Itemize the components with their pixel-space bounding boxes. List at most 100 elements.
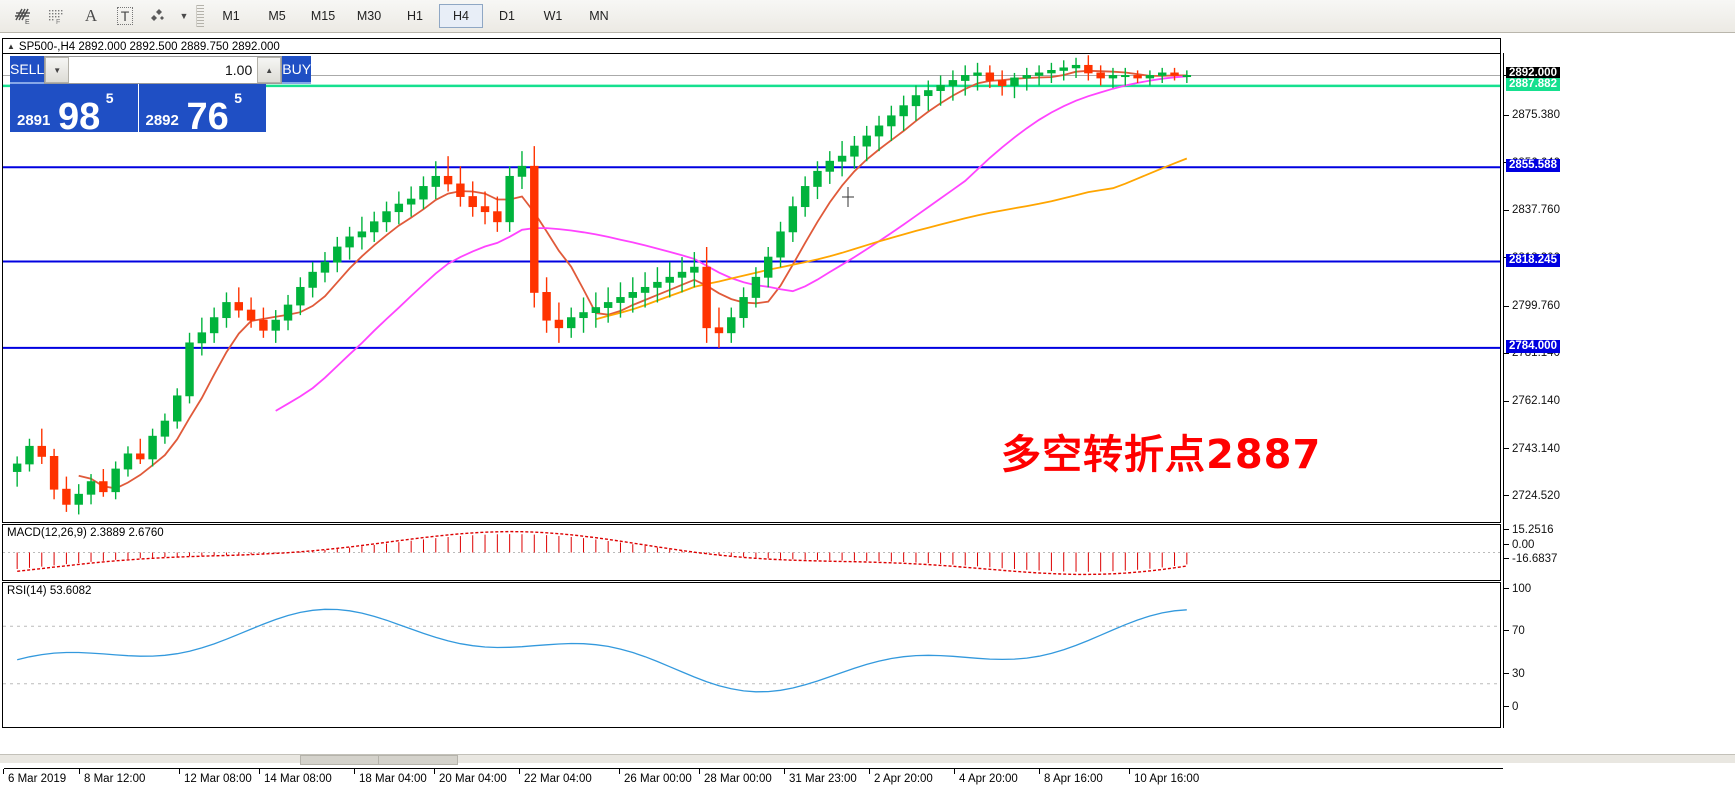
time-axis-text: 31 Mar 23:00 (789, 773, 857, 785)
taskbar-tab[interactable] (300, 755, 380, 765)
order-panel-quotes: 2891 98 5 2892 76 5 (10, 84, 266, 132)
time-axis-label: 6 Mar 2019 (3, 769, 67, 785)
volume-decrease-button[interactable]: ▼ (45, 57, 70, 83)
volume-input[interactable] (69, 57, 258, 83)
volume-increase-button[interactable]: ▲ (257, 57, 282, 83)
time-tick (79, 769, 80, 774)
tick-dash (1504, 673, 1509, 675)
time-axis-text: 20 Mar 04:00 (439, 773, 507, 785)
time-axis-label: 14 Mar 08:00 (259, 769, 332, 785)
time-tick (354, 769, 355, 774)
time-axis-text: 8 Mar 12:00 (84, 773, 146, 785)
indicators-grid-glyph: F (49, 10, 63, 25)
bid-price-prefix: 2891 (17, 112, 51, 129)
sell-button[interactable]: SELL (10, 56, 45, 84)
time-axis-text: 12 Mar 08:00 (184, 773, 252, 785)
time-tick (954, 769, 955, 774)
volume-field[interactable]: ▼ ▲ (44, 56, 283, 84)
timeframe-h4[interactable]: H4 (439, 4, 483, 28)
price-tick: 2875.380 (1504, 109, 1560, 121)
time-tick (259, 769, 260, 774)
time-tick (699, 769, 700, 774)
rsi-tick-label: 100 (1504, 583, 1531, 595)
macd-tick-label: -16.6837 (1504, 553, 1557, 565)
symbol-info-bar: ▲ SP500-,H4 2892.000 2892.500 2889.750 2… (2, 38, 1501, 54)
time-axis-label: 12 Mar 08:00 (179, 769, 252, 785)
macd-panel[interactable]: MACD(12,26,9) 2.3889 2.6760 (2, 524, 1501, 581)
objects-icon[interactable] (142, 1, 176, 31)
bid-quote[interactable]: 2891 98 5 (10, 84, 139, 132)
time-tick (1039, 769, 1040, 774)
text-object-glyph: T (116, 7, 134, 25)
tick-dash (1504, 588, 1509, 590)
one-click-trading-panel[interactable]: SELL ▼ ▲ BUY 2891 98 5 2892 76 5 (10, 56, 312, 132)
tick-dash (1504, 114, 1509, 116)
timeframe-h1[interactable]: H1 (407, 9, 423, 23)
rsi-tick-label: 0 (1504, 701, 1518, 713)
time-axis-label: 2 Apr 20:00 (869, 769, 933, 785)
chevron-down-icon[interactable]: ▼ (179, 11, 189, 21)
price-tick: 2724.520 (1504, 490, 1560, 502)
price-tick-label: 2762.140 (1512, 395, 1560, 408)
text-label-icon[interactable]: A (84, 6, 98, 25)
time-axis-label: 8 Mar 12:00 (79, 769, 146, 785)
timeframe-mn[interactable]: MN (589, 9, 609, 23)
ask-quote[interactable]: 2892 76 5 (138, 84, 266, 132)
taskbar-tab[interactable] (378, 755, 458, 765)
time-tick (434, 769, 435, 774)
timeframe-m5[interactable]: M5 (268, 9, 286, 23)
tick-dash (1504, 630, 1509, 632)
timeframe-d1[interactable]: D1 (499, 9, 515, 23)
rsi-tick-label: 30 (1504, 668, 1525, 680)
time-axis-text: 4 Apr 20:00 (959, 773, 1018, 785)
time-tick (869, 769, 870, 774)
main-toolbar: E F A T ▼ M1 M5 M15 M3 (0, 0, 1735, 33)
time-tick (619, 769, 620, 774)
time-tick (179, 769, 180, 774)
time-axis-label: 26 Mar 00:00 (619, 769, 692, 785)
price-tick-label: 2799.760 (1512, 300, 1560, 313)
collapse-triangle-icon[interactable]: ▲ (7, 42, 15, 51)
time-axis-text: 8 Apr 16:00 (1044, 773, 1103, 785)
timeframe-m15[interactable]: M15 (310, 9, 336, 23)
bid-price-main: 98 (58, 96, 101, 132)
indicators-icon[interactable]: F (40, 1, 74, 31)
chart-annotation: 多空转折点2887 (1001, 432, 1322, 478)
time-axis-text: 18 Mar 04:00 (359, 773, 427, 785)
time-axis-text: 6 Mar 2019 (8, 773, 67, 785)
price-tag-blue: 2818.245 (1506, 253, 1560, 267)
timeframe-m1[interactable]: M1 (222, 9, 240, 23)
svg-text:E: E (25, 19, 30, 25)
price-scale[interactable]: 2891.3002875.3802856.6402837.7602818.900… (1503, 53, 1733, 728)
time-axis-label: 10 Apr 16:00 (1129, 769, 1200, 785)
rsi-tick-text: 70 (1512, 625, 1525, 637)
time-axis-label: 4 Apr 20:00 (954, 769, 1018, 785)
macd-tick-label: 0.00 (1504, 539, 1534, 551)
time-axis-label: 22 Mar 04:00 (519, 769, 592, 785)
timeframe-m30[interactable]: M30 (356, 9, 382, 23)
time-axis-text: 2 Apr 20:00 (874, 773, 933, 785)
rsi-panel[interactable]: RSI(14) 53.6082 (2, 582, 1501, 728)
buy-button[interactable]: BUY (282, 56, 312, 84)
time-axis-label: 28 Mar 00:00 (699, 769, 772, 785)
timeframe-w1[interactable]: W1 (543, 9, 563, 23)
tick-dash (1504, 558, 1509, 560)
objects-glyph (151, 9, 164, 21)
bid-price-fraction: 5 (105, 90, 114, 106)
macd-label: MACD(12,26,9) 2.3889 2.6760 (7, 527, 167, 539)
rsi-tick-text: 30 (1512, 668, 1525, 680)
rsi-tick-label: 70 (1504, 625, 1525, 637)
tick-dash (1504, 529, 1509, 531)
time-axis-text: 26 Mar 00:00 (624, 773, 692, 785)
ask-price-fraction: 5 (234, 90, 242, 106)
expert-advisor-icon[interactable]: E (6, 1, 40, 31)
time-axis-text: 10 Apr 16:00 (1134, 773, 1200, 785)
price-tag-blue: 2855.588 (1506, 159, 1560, 173)
tick-dash (1504, 448, 1509, 450)
price-tick-label: 2743.140 (1512, 443, 1560, 455)
text-object-icon[interactable]: T (108, 1, 142, 31)
tick-dash (1504, 209, 1509, 211)
tick-dash (1504, 400, 1509, 402)
time-axis-label: 18 Mar 04:00 (354, 769, 427, 785)
time-axis-text: 22 Mar 04:00 (524, 773, 592, 785)
